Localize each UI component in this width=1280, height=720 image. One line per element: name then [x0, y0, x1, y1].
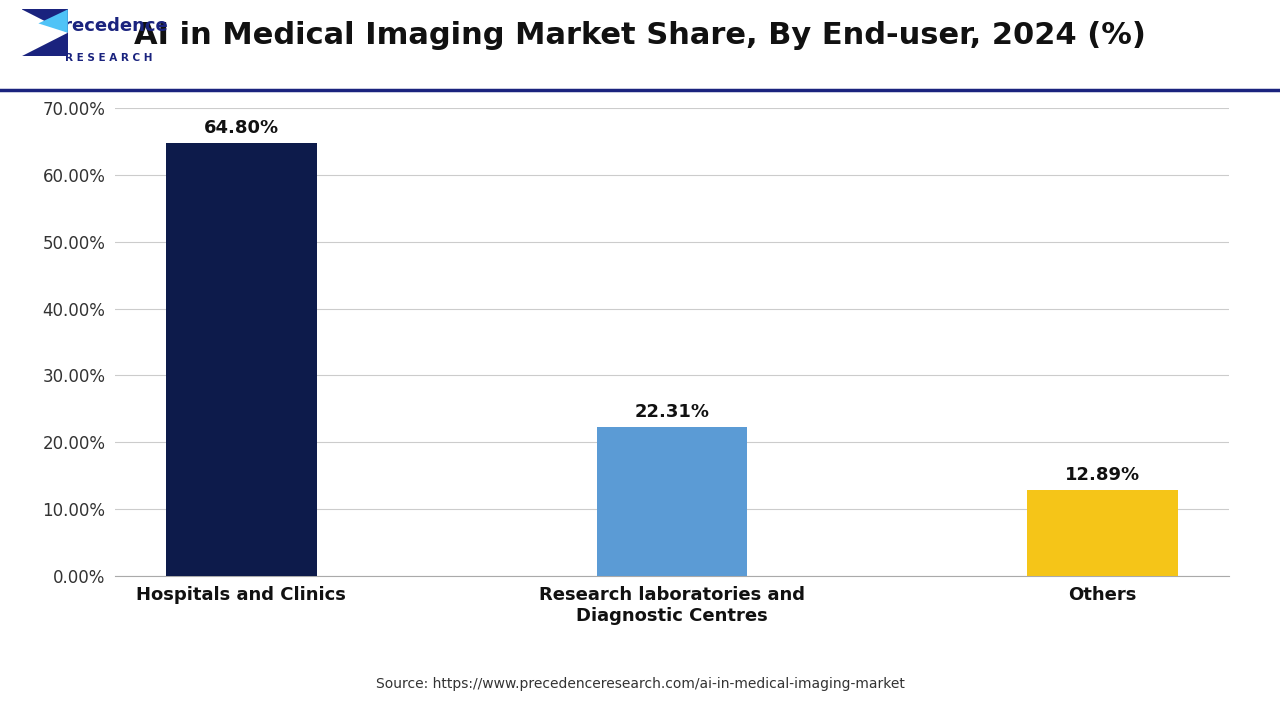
Text: 64.80%: 64.80%	[204, 120, 279, 138]
Text: Source: https://www.precedenceresearch.com/ai-in-medical-imaging-market: Source: https://www.precedenceresearch.c…	[375, 677, 905, 691]
Polygon shape	[22, 9, 68, 56]
Polygon shape	[38, 9, 68, 32]
Text: 12.89%: 12.89%	[1065, 467, 1140, 485]
Polygon shape	[22, 9, 68, 56]
Text: Precedence: Precedence	[50, 17, 168, 35]
Bar	[596, 427, 748, 576]
Text: 22.31%: 22.31%	[635, 403, 709, 421]
Bar	[166, 143, 316, 576]
Bar	[1028, 490, 1178, 576]
Text: R E S E A R C H: R E S E A R C H	[65, 53, 152, 63]
Text: AI in Medical Imaging Market Share, By End-user, 2024 (%): AI in Medical Imaging Market Share, By E…	[134, 21, 1146, 50]
